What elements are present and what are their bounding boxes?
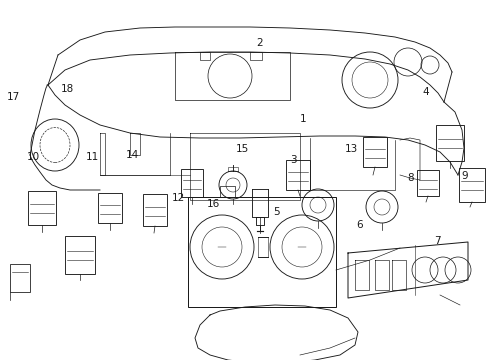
Text: 4: 4	[421, 87, 428, 97]
Text: 17: 17	[7, 92, 20, 102]
Text: 2: 2	[255, 38, 262, 48]
Text: 11: 11	[86, 152, 100, 162]
Text: 8: 8	[407, 173, 413, 183]
Text: 18: 18	[61, 84, 74, 94]
Bar	[65, 236, 95, 274]
Bar	[435, 125, 463, 161]
Text: 9: 9	[460, 171, 467, 181]
Bar	[187, 197, 335, 307]
Bar	[285, 160, 309, 190]
Text: 10: 10	[27, 152, 40, 162]
Text: 1: 1	[299, 114, 306, 124]
Bar	[142, 194, 167, 226]
Bar	[28, 191, 56, 225]
Bar	[362, 137, 386, 167]
Text: 13: 13	[344, 144, 357, 154]
Text: 7: 7	[433, 236, 440, 246]
Bar	[181, 169, 203, 197]
Text: 6: 6	[355, 220, 362, 230]
Text: 14: 14	[125, 150, 139, 160]
Bar	[416, 170, 438, 196]
Bar	[458, 168, 484, 202]
Text: 5: 5	[272, 207, 279, 217]
Text: 15: 15	[235, 144, 249, 154]
Text: 12: 12	[171, 193, 185, 203]
Text: 3: 3	[289, 155, 296, 165]
Text: 16: 16	[206, 199, 220, 210]
Bar	[98, 193, 122, 223]
Bar	[10, 264, 30, 292]
